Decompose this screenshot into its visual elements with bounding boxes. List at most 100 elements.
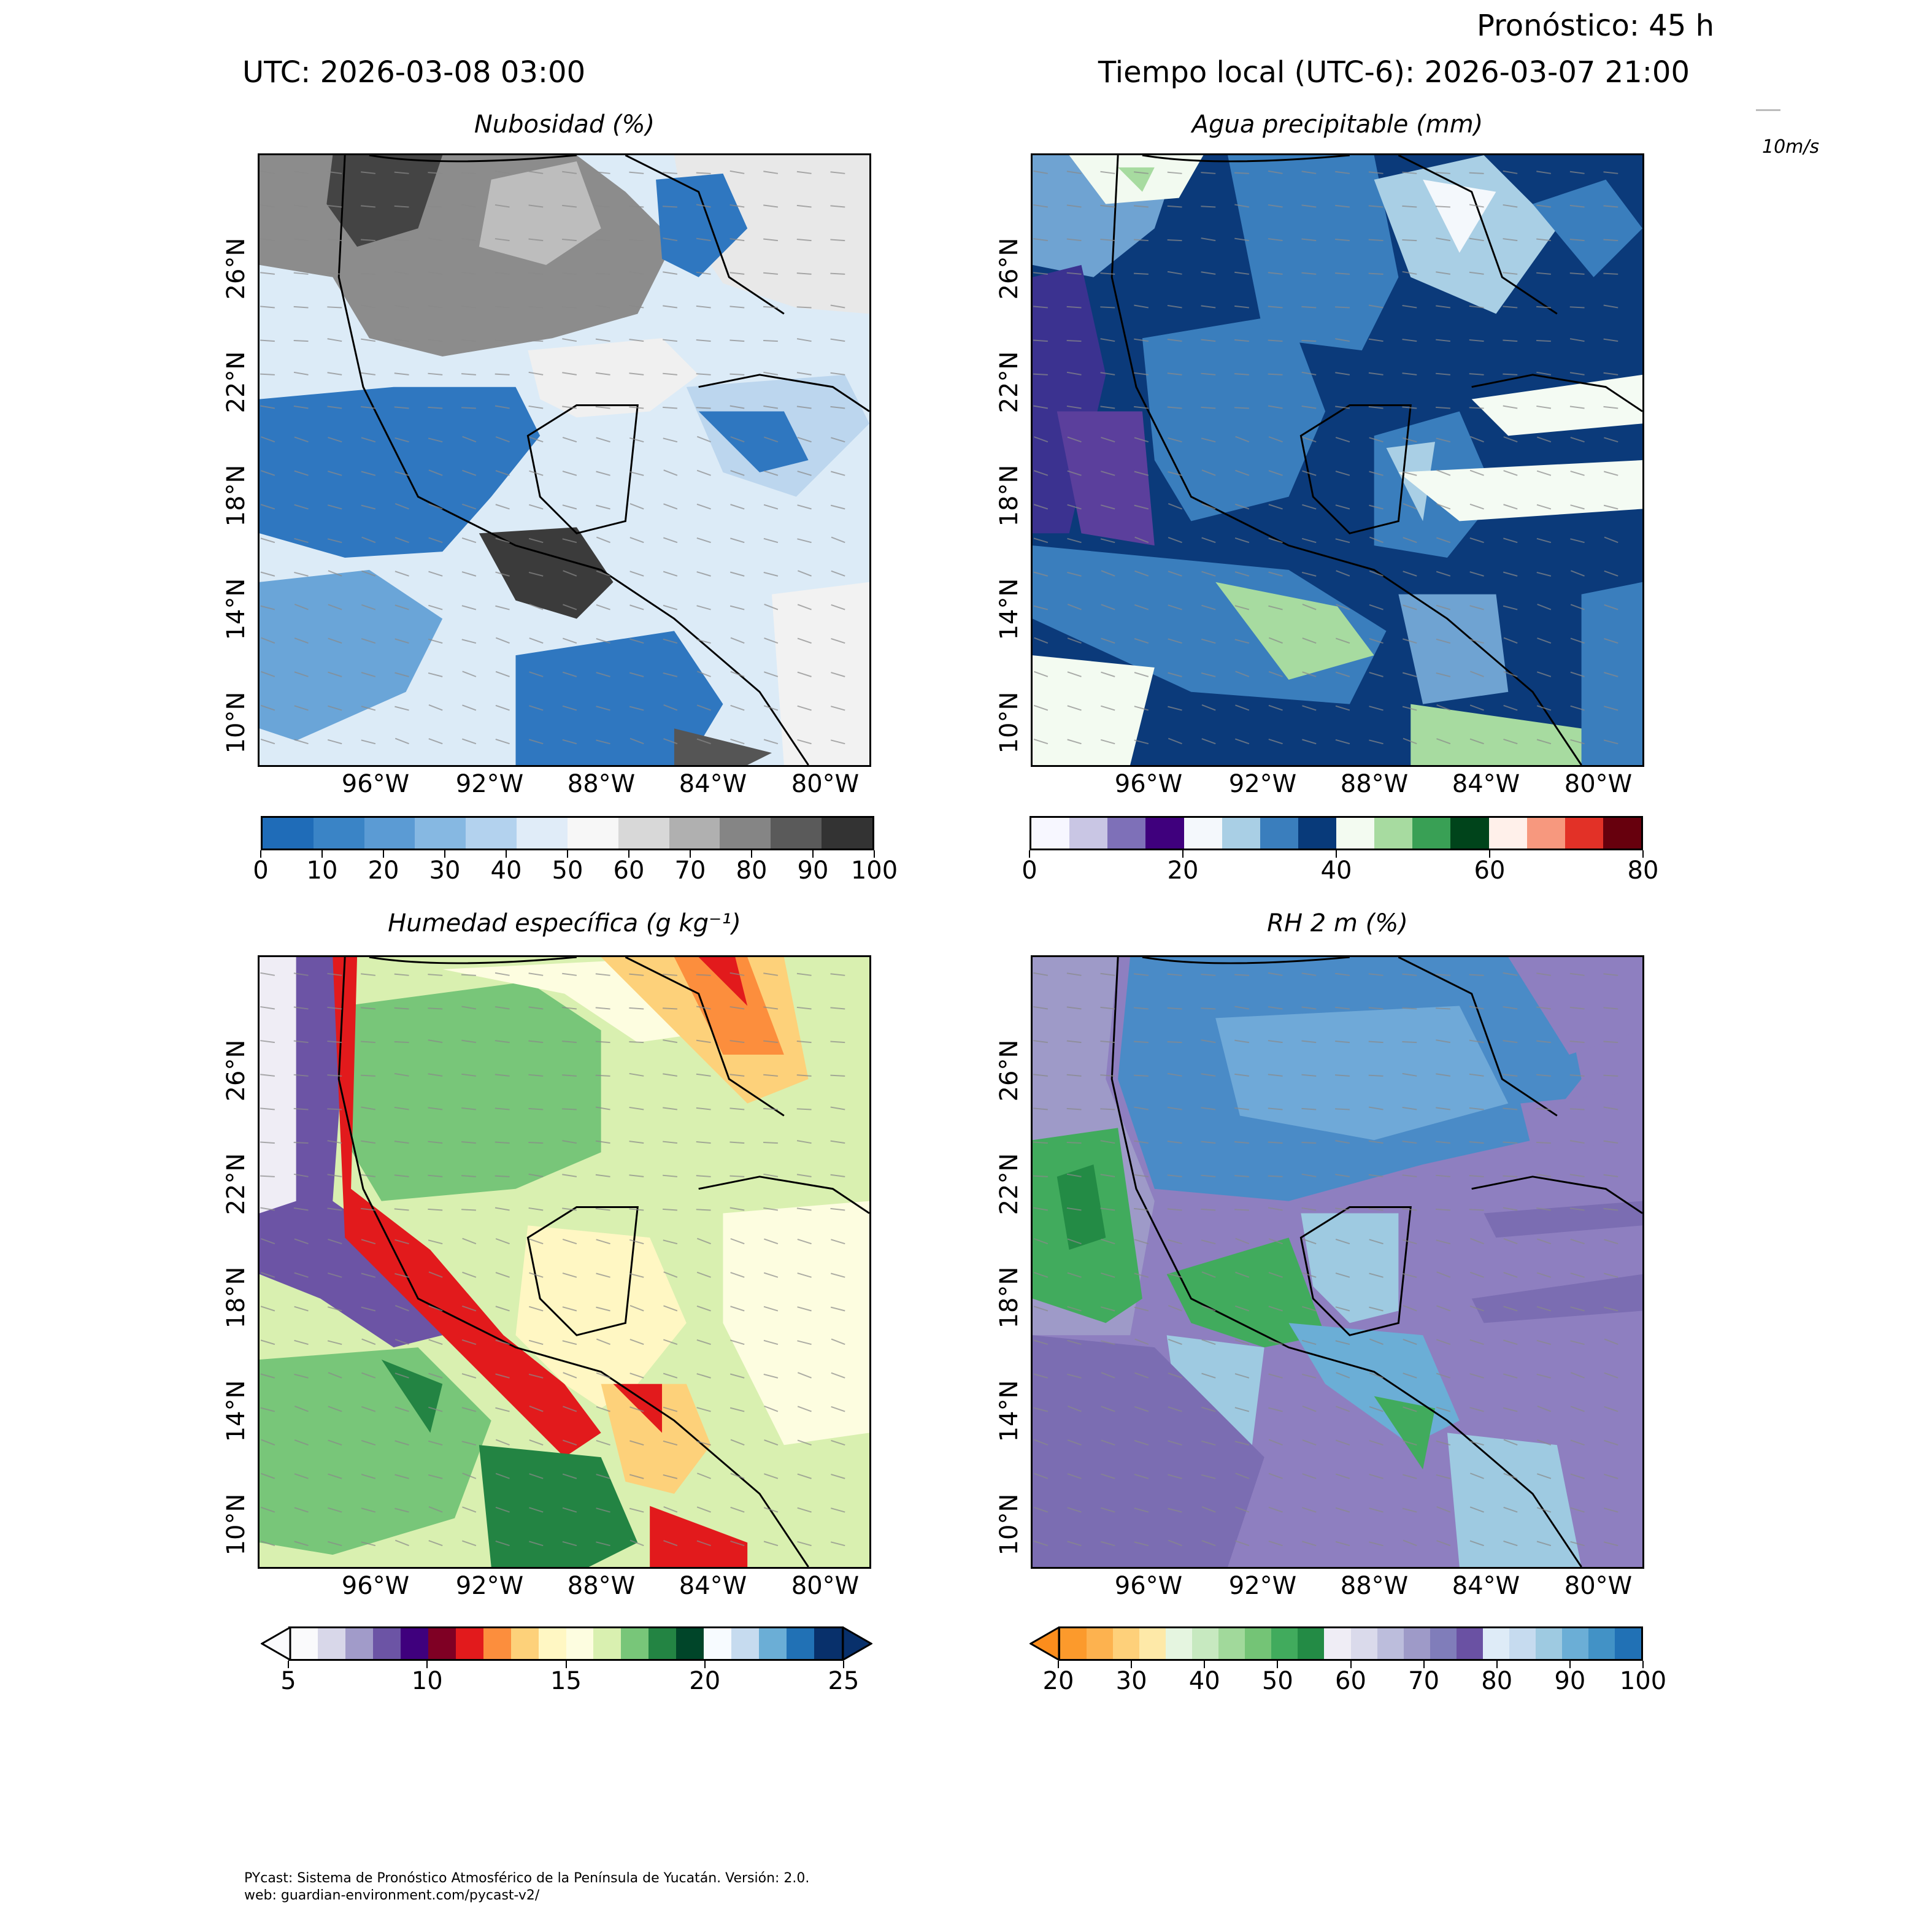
wind-arrow [629, 973, 644, 976]
wind-arrow [1100, 1306, 1115, 1312]
wind-arrow [1469, 237, 1484, 242]
wind-arrow [596, 1372, 610, 1379]
wind-arrow [260, 537, 275, 544]
precipitable-water-map[interactable] [1031, 153, 1644, 767]
wind-arrow [1033, 571, 1049, 577]
wind-arrow [260, 1006, 275, 1010]
colorbar-tick-mark [843, 1661, 844, 1668]
colorbar-extend-low [261, 1626, 291, 1661]
colorbar-tick-label: 30 [1115, 1667, 1147, 1695]
wind-arrow [563, 1406, 577, 1412]
wind-arrow [1201, 1506, 1216, 1513]
wind-arrow [764, 436, 779, 443]
wind-arrow [730, 1472, 745, 1479]
wind-arrow [327, 171, 342, 174]
wind-arrow [729, 373, 745, 375]
wind-arrow [1403, 502, 1417, 510]
relative-humidity-field [1033, 957, 1642, 1567]
wind-arrow [1604, 1338, 1618, 1345]
wind-arrow [596, 504, 610, 510]
wind-arrow [1335, 471, 1350, 476]
wind-arrow [1100, 372, 1115, 375]
wind-arrow [1302, 1238, 1317, 1245]
wind-arrow [797, 436, 812, 443]
wind-arrow [1168, 1507, 1182, 1513]
wind-arrow [1101, 570, 1115, 577]
relative-humidity-map[interactable] [1031, 955, 1644, 1569]
wind-arrow [1335, 406, 1350, 409]
specific-humidity-map[interactable] [258, 955, 871, 1569]
wind-arrow [1302, 739, 1317, 745]
wind-arrow [797, 1406, 812, 1412]
wind-arrow [1067, 1238, 1082, 1245]
wind-arrow [830, 205, 845, 208]
wind-arrow [1436, 974, 1450, 976]
wind-arrow [562, 1074, 577, 1077]
wind-arrow [764, 603, 779, 610]
colorbar-segment [1222, 818, 1260, 849]
wind-arrow [1168, 1440, 1182, 1446]
wind-arrow [663, 1208, 677, 1211]
wind-arrow [1503, 1040, 1518, 1044]
wind-arrow [461, 1006, 477, 1010]
footer-line-system: PYcast: Sistema de Pronóstico Atmosféric… [244, 1871, 810, 1886]
wind-arrow [1536, 204, 1552, 208]
wind-arrow [696, 503, 711, 510]
wind-arrow [1402, 1106, 1417, 1110]
wind-arrow [495, 204, 510, 208]
wind-arrow [696, 469, 711, 476]
wind-arrow [1436, 1305, 1451, 1312]
colorbar-segment [566, 1628, 594, 1659]
precipitable-water-title: Agua precipitable (mm) [1191, 110, 1484, 139]
colorbar-tick-label: 50 [1261, 1667, 1293, 1695]
wind-arrow [1603, 205, 1618, 208]
wind-arrow [461, 738, 477, 745]
wind-arrow [629, 1440, 644, 1446]
wind-arrow [1234, 237, 1250, 242]
wind-arrow [428, 571, 443, 577]
wind-arrow [394, 1106, 409, 1110]
wind-arrow [1469, 1407, 1484, 1412]
wind-arrow [1469, 1339, 1484, 1345]
wind-arrow [763, 571, 779, 577]
colorbar-segment [1113, 1628, 1140, 1659]
wind-arrow [260, 1074, 275, 1077]
wind-arrow [428, 206, 443, 208]
wind-arrow [1536, 1173, 1552, 1177]
wind-arrow [360, 239, 375, 242]
wind-arrow [1569, 204, 1585, 208]
wind-arrow [1234, 172, 1249, 174]
wind-arrow [1134, 471, 1149, 476]
wind-arrow [1536, 1373, 1552, 1379]
wind-arrow [1335, 1439, 1350, 1446]
wind-arrow [327, 1340, 342, 1345]
wind-arrow [1235, 671, 1250, 677]
wind-arrow [1368, 372, 1384, 375]
wind-arrow [596, 1507, 610, 1513]
wind-arrow [428, 305, 443, 309]
wind-arrow [1537, 671, 1552, 677]
wind-arrow [663, 503, 678, 510]
wind-arrow [495, 306, 510, 309]
wind-arrow [830, 171, 845, 174]
wind-arrow [1604, 437, 1618, 443]
wind-arrow [1335, 1174, 1350, 1177]
cloud-cover-map[interactable] [258, 153, 871, 767]
colorbar-segment [428, 1628, 456, 1659]
wind-arrow [1301, 371, 1317, 375]
wind-arrow [796, 1140, 812, 1144]
wind-arrow [1301, 1373, 1317, 1379]
wind-arrow [831, 1372, 845, 1379]
wind-arrow [1033, 204, 1048, 208]
wind-arrow [428, 1039, 443, 1044]
wind-arrow [1402, 1072, 1417, 1077]
wind-arrow [1067, 705, 1082, 711]
wind-arrow [293, 972, 309, 976]
wind-arrow [1201, 1073, 1216, 1077]
wind-arrow [1569, 1207, 1585, 1211]
wind-arrow [663, 974, 677, 976]
wind-arrow [1536, 1272, 1552, 1278]
wind-arrow [797, 1439, 812, 1446]
wind-arrow [797, 471, 812, 476]
wind-arrow [428, 738, 443, 745]
